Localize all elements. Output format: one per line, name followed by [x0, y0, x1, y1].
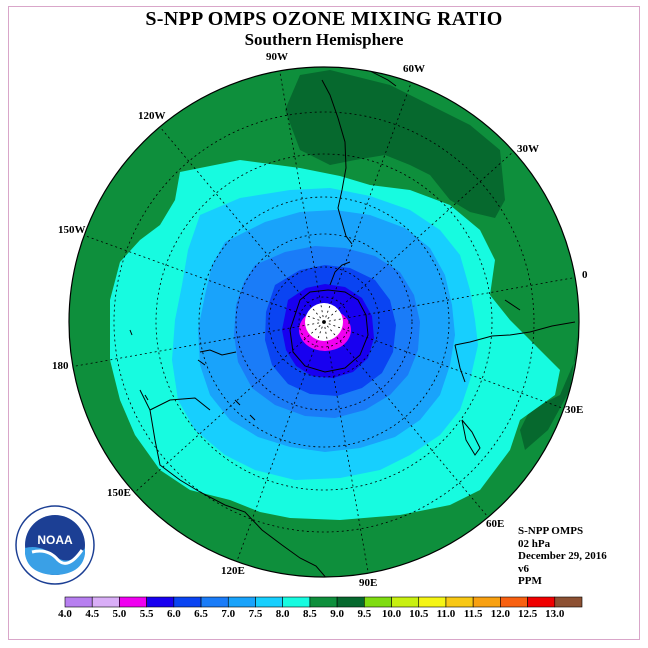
colorbar-swatch [227, 596, 256, 608]
colorbar-label: 11.0 [436, 608, 456, 620]
lon-label-150w: 150W [58, 224, 86, 236]
info-units: PPM [518, 575, 542, 587]
colorbar-swatch [554, 596, 583, 608]
lon-label-60e: 60E [486, 518, 505, 530]
lon-label-30w: 30W [517, 143, 539, 155]
lon-label-120w: 120W [138, 110, 166, 122]
ozone-band-8.5-9.0-north [285, 70, 505, 218]
colorbar-swatch [119, 596, 147, 608]
colorbar-swatch [418, 596, 447, 608]
south-pole-marker [322, 320, 326, 324]
coast-islands [129, 329, 256, 421]
map-title: S-NPP OMPS OZONE MIXING RATIO [145, 8, 503, 30]
colorbar-label: 9.5 [357, 608, 372, 620]
colorbar-swatch [309, 596, 338, 608]
colorbar-swatch [255, 596, 283, 608]
colorbar-label: 6.5 [194, 608, 208, 620]
colorbar-swatch [527, 596, 556, 608]
lon-label-60w: 60W [403, 63, 425, 75]
product-info: S-NPP OMPS 02 hPa December 29, 2016 v6 P… [518, 525, 607, 588]
colorbar-swatch [282, 596, 311, 608]
map-boundary [68, 66, 580, 578]
colorbar-label: 7.0 [221, 608, 236, 620]
lon-label-180: 180 [52, 360, 69, 372]
colorbar-label: 6.0 [166, 608, 181, 620]
colorbar [64, 596, 583, 608]
colorbar-label: 11.5 [463, 608, 483, 620]
colorbar-label: 12.0 [490, 608, 510, 620]
colorbar-label: 10.5 [409, 608, 429, 620]
colorbar-swatch [64, 596, 93, 608]
colorbar-swatch [91, 596, 120, 608]
colorbar-label: 7.5 [248, 608, 263, 620]
info-level: 02 hPa [518, 537, 551, 550]
latitude-circles [113, 111, 535, 533]
info-version: v6 [518, 562, 529, 575]
colorbar-label: 12.5 [517, 608, 538, 620]
info-date: December 29, 2016 [518, 550, 607, 562]
colorbar-swatch [200, 596, 229, 608]
colorbar-swatch [173, 596, 202, 608]
colorbar-swatch [146, 596, 175, 608]
lon-label-90w: 90W [266, 51, 288, 63]
colorbar-label: 4.5 [85, 608, 100, 620]
page-frame [8, 6, 640, 640]
info-instrument: S-NPP OMPS [518, 525, 584, 537]
lon-label-0: 0 [582, 269, 588, 281]
colorbar-label: 8.0 [275, 608, 290, 620]
coast-antarctic-peninsula [329, 261, 351, 286]
lon-label-30e: 30E [565, 404, 584, 416]
coast-australia [139, 389, 329, 577]
coastlines [129, 67, 576, 577]
lon-label-150e: 150E [107, 487, 131, 499]
map-subtitle: Southern Hemisphere [244, 30, 404, 49]
coast-new-zealand [197, 349, 237, 366]
colorbar-swatch [445, 596, 474, 608]
coast-antarctica [289, 289, 369, 373]
colorbar-swatch [391, 596, 420, 608]
colorbar-swatch [336, 596, 365, 608]
colorbar-label: 4.0 [58, 608, 72, 620]
colorbar-label: 5.0 [112, 608, 127, 620]
colorbar-label: 10.0 [381, 608, 402, 620]
colorbar-label: 5.5 [139, 608, 154, 620]
lon-label-90e: 90E [359, 577, 378, 589]
meridians [69, 67, 579, 577]
colorbar-label: 8.5 [303, 608, 317, 620]
noaa-logo: NOAA [15, 505, 95, 585]
coast-madagascar [461, 419, 481, 456]
coast-africa [454, 299, 576, 383]
colorbar-label: 13.0 [545, 608, 565, 620]
colorbar-swatch [500, 596, 528, 608]
colorbar-swatch [472, 596, 501, 608]
lon-label-120e: 120E [221, 565, 245, 577]
noaa-logo-text: NOAA [37, 533, 73, 547]
colorbar-label: 9.0 [330, 608, 344, 620]
ozone-band-8.5-9.0-east [520, 330, 578, 450]
colorbar-swatch [364, 596, 392, 608]
